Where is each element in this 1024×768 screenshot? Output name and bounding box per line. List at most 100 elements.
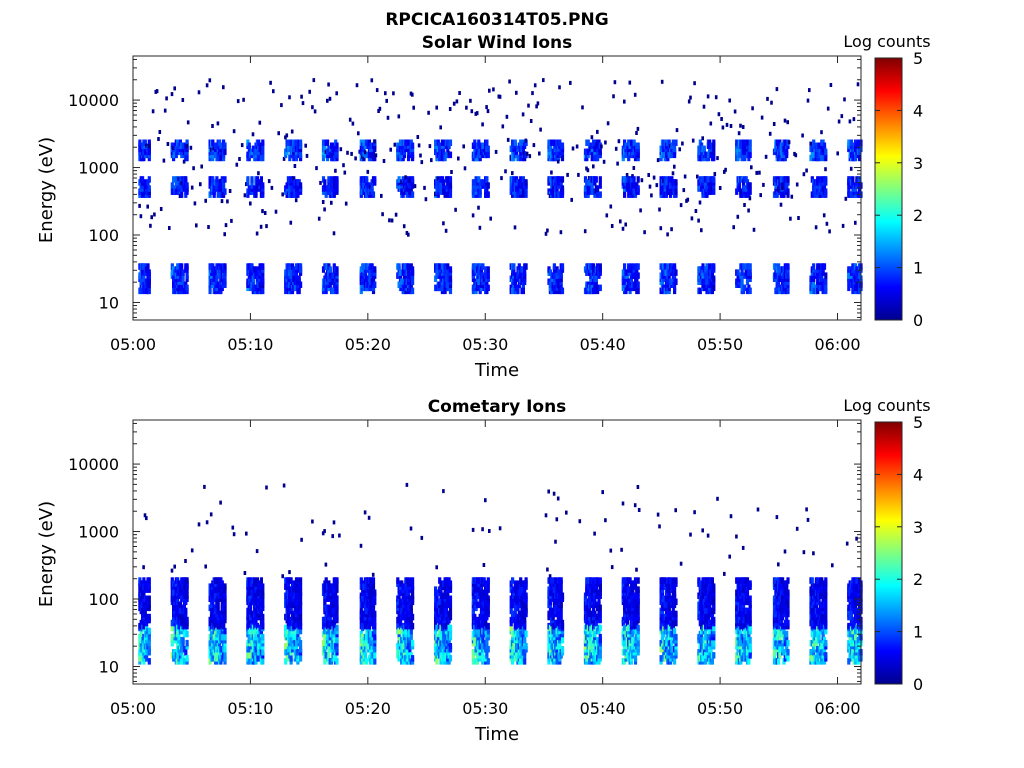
data-cell	[674, 278, 678, 285]
data-cell	[849, 191, 854, 198]
x-tick-label: 05:40	[580, 335, 626, 354]
data-cell	[259, 224, 263, 229]
data-cell	[712, 188, 716, 195]
data-cell	[471, 213, 475, 218]
data-cell	[223, 263, 227, 270]
data-cell	[736, 214, 740, 219]
data-cell	[593, 287, 597, 295]
data-cell	[371, 577, 376, 584]
data-cell	[590, 182, 594, 189]
data-cell	[570, 197, 573, 202]
data-cell	[215, 275, 219, 282]
data-cell	[569, 80, 572, 85]
data-cell	[274, 209, 278, 214]
data-cell	[142, 565, 145, 570]
data-cell	[772, 122, 776, 126]
data-cell	[777, 281, 781, 288]
data-cell	[282, 483, 286, 488]
data-cell	[436, 176, 440, 181]
data-cell	[813, 191, 817, 198]
figure-filename-title: RPCICA160314T05.PNG	[385, 10, 608, 30]
data-cell	[486, 151, 490, 159]
data-cell	[299, 151, 303, 159]
data-cell	[847, 284, 851, 292]
data-cell	[583, 229, 587, 234]
data-cell	[748, 269, 752, 276]
data-cell	[636, 185, 640, 192]
data-cell	[232, 532, 236, 537]
data-cell	[814, 225, 818, 230]
data-cell	[575, 144, 579, 149]
data-cell	[494, 149, 498, 154]
data-cell	[339, 147, 343, 152]
data-cell	[809, 154, 813, 162]
data-cell	[335, 613, 339, 621]
data-cell	[485, 139, 489, 146]
data-cell	[639, 208, 642, 213]
data-cell	[492, 87, 495, 92]
data-cell	[592, 164, 595, 169]
data-cell	[261, 589, 265, 596]
data-cell	[215, 176, 219, 183]
data-cell	[516, 154, 520, 162]
data-cell	[240, 143, 244, 148]
data-cell	[524, 138, 528, 143]
data-cell	[390, 218, 394, 223]
data-cell	[344, 201, 348, 206]
data-cell	[180, 263, 184, 270]
data-cell	[817, 263, 821, 270]
data-cell	[242, 97, 245, 102]
data-cell	[139, 214, 143, 219]
data-cell	[373, 266, 377, 273]
data-cell	[486, 607, 490, 615]
data-cell	[524, 191, 528, 198]
data-cell	[373, 658, 377, 665]
data-cell	[442, 221, 445, 226]
data-cell	[145, 143, 148, 148]
data-cell	[438, 142, 442, 149]
data-cell	[299, 627, 303, 635]
data-cell	[216, 121, 220, 126]
data-cell	[180, 181, 183, 186]
data-cell	[435, 565, 438, 570]
data-cell	[858, 154, 862, 162]
data-cell	[285, 133, 289, 138]
data-cell	[655, 183, 659, 188]
data-cell	[740, 190, 744, 195]
data-cell	[147, 577, 151, 584]
data-cell	[849, 139, 854, 146]
data-cell	[407, 139, 411, 146]
data-cell	[777, 263, 781, 270]
data-cell	[536, 101, 540, 106]
data-cell	[822, 263, 827, 270]
data-cell	[284, 135, 287, 140]
data-cell	[473, 613, 477, 621]
data-cell	[448, 643, 453, 650]
data-cell	[670, 227, 673, 232]
data-cell	[500, 176, 503, 181]
data-cell	[293, 284, 297, 292]
data-cell	[261, 263, 265, 270]
data-cell	[448, 107, 452, 111]
data-cell	[147, 646, 151, 653]
data-cell	[824, 176, 828, 183]
data-cell	[552, 278, 556, 285]
data-cell	[172, 176, 176, 183]
data-cell	[288, 570, 291, 575]
data-cell	[311, 519, 314, 524]
data-cell	[299, 619, 303, 627]
data-cell	[544, 231, 548, 236]
data-cell	[482, 563, 486, 567]
data-cell	[560, 154, 565, 162]
data-cell	[674, 179, 678, 186]
data-cell	[764, 154, 768, 159]
data-cell	[446, 263, 450, 270]
data-cell	[489, 216, 492, 221]
data-cell	[404, 627, 408, 635]
data-cell	[712, 263, 716, 270]
data-cell	[366, 182, 370, 189]
data-cell	[398, 589, 403, 596]
data-cell	[623, 99, 626, 104]
data-cell	[560, 142, 565, 149]
data-cell	[177, 176, 180, 181]
